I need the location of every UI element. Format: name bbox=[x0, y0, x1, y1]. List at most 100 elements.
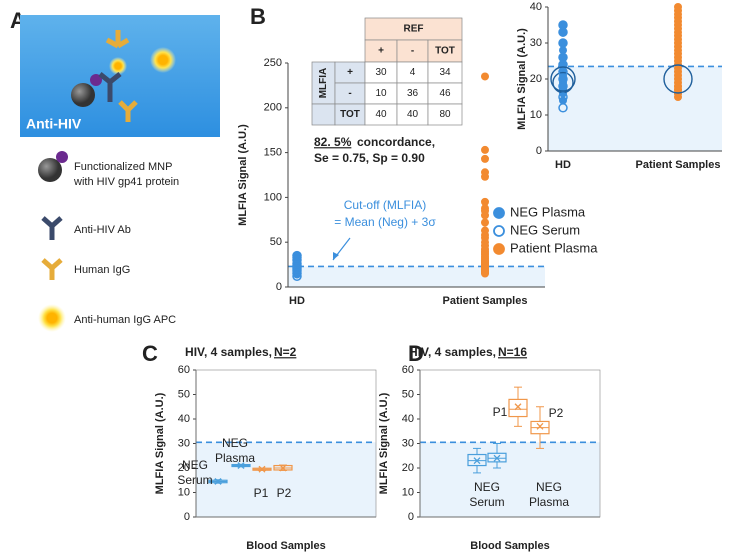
y-axis-label: MLFIA Signal (A.U.) bbox=[237, 124, 249, 226]
data-point bbox=[558, 59, 568, 70]
legend-label: Anti-HIV Ab bbox=[74, 224, 131, 236]
y-tick-label: 60 bbox=[178, 364, 190, 376]
data-point bbox=[558, 52, 568, 63]
mean-marker bbox=[536, 422, 544, 430]
chart-title: HIV, 4 samples, bbox=[185, 345, 272, 359]
y-tick-label: 10 bbox=[178, 486, 190, 498]
y-tick-label: 150 bbox=[264, 147, 282, 159]
table-text: - bbox=[411, 46, 414, 57]
table-text: + bbox=[347, 67, 353, 78]
data-point bbox=[481, 269, 489, 278]
y-tick-label: 60 bbox=[402, 364, 414, 376]
box-label: Plasma bbox=[529, 495, 569, 509]
box-label: P2 bbox=[549, 406, 564, 420]
box-label: NEG bbox=[474, 480, 500, 494]
below-cutoff-region bbox=[420, 442, 600, 517]
table-text: MLFIA bbox=[318, 68, 329, 99]
box-label: P1 bbox=[493, 405, 508, 419]
data-point bbox=[481, 218, 489, 227]
panel-label: C bbox=[142, 341, 158, 366]
data-point bbox=[292, 250, 302, 261]
icon-gp41 bbox=[56, 151, 68, 163]
legend-label: Human IgG bbox=[74, 264, 130, 276]
legend-marker bbox=[493, 207, 505, 219]
y-tick-label: 50 bbox=[270, 236, 282, 248]
legend-label: NEG Plasma bbox=[510, 204, 586, 219]
mean-marker bbox=[279, 464, 287, 472]
table-text: 40 bbox=[407, 109, 419, 120]
y-tick-label: 20 bbox=[530, 73, 542, 85]
data-point bbox=[674, 93, 682, 101]
box-label: NEG bbox=[222, 436, 248, 450]
concordance: 82. 5% bbox=[314, 135, 352, 149]
below-cutoff-region bbox=[548, 66, 722, 151]
x-axis-label: Blood Samples bbox=[246, 540, 325, 552]
icon-igg bbox=[41, 258, 63, 280]
mean-marker bbox=[514, 403, 522, 411]
table-text: - bbox=[348, 88, 351, 99]
table-text: 34 bbox=[439, 67, 451, 78]
chart-title-n: N=16 bbox=[498, 345, 527, 359]
data-point bbox=[558, 92, 568, 102]
y-tick-label: 0 bbox=[536, 145, 542, 157]
data-point bbox=[558, 38, 568, 48]
x-tick-label: Patient Samples bbox=[443, 295, 528, 307]
mean-marker bbox=[663, 64, 693, 94]
y-tick-label: 100 bbox=[264, 191, 282, 203]
mean-marker bbox=[237, 462, 245, 470]
data-point bbox=[292, 271, 302, 281]
concordance-text: concordance, bbox=[357, 135, 435, 149]
icon-antibody bbox=[41, 216, 63, 240]
y-tick-label: 200 bbox=[264, 102, 282, 114]
table-text: 36 bbox=[407, 88, 419, 99]
chart-title: HIV, 4 samples, bbox=[409, 345, 496, 359]
data-point bbox=[559, 39, 567, 47]
data-point bbox=[559, 28, 567, 37]
icon-mnp bbox=[38, 158, 62, 182]
y-tick-label: 0 bbox=[184, 511, 190, 523]
below-cutoff-region bbox=[288, 266, 545, 287]
x-tick-label: HD bbox=[555, 159, 571, 171]
table-cell bbox=[311, 103, 336, 126]
table-text: TOT bbox=[435, 46, 455, 57]
x-tick-label: HD bbox=[289, 295, 305, 307]
data-point bbox=[558, 81, 568, 91]
box-label: Serum bbox=[177, 473, 212, 487]
legend-label: with HIV gp41 protein bbox=[73, 176, 179, 188]
x-axis-label: Blood Samples bbox=[470, 540, 549, 552]
schematic-icons bbox=[71, 30, 176, 122]
box-label: Serum bbox=[469, 495, 504, 509]
data-point bbox=[481, 197, 489, 206]
data-point bbox=[559, 67, 567, 76]
data-point bbox=[292, 255, 302, 265]
box-label: P1 bbox=[254, 486, 269, 500]
y-tick-label: 40 bbox=[530, 1, 542, 13]
y-tick-label: 30 bbox=[402, 437, 414, 449]
y-tick-label: 0 bbox=[276, 281, 282, 293]
annotation: Cut-off (MLFIA) bbox=[344, 198, 426, 212]
table-text: + bbox=[378, 46, 384, 57]
data-point bbox=[558, 20, 568, 30]
table-text: REF bbox=[404, 24, 424, 35]
chart-title-n: N=2 bbox=[274, 345, 297, 359]
y-axis-label: MLFIA Signal (A.U.) bbox=[154, 392, 166, 494]
data-point bbox=[559, 46, 567, 55]
table-cell bbox=[427, 103, 463, 126]
table-text: TOT bbox=[340, 109, 360, 120]
table-text: 30 bbox=[375, 67, 387, 78]
legend-label: Functionalized MNP bbox=[74, 161, 172, 173]
icon-apc bbox=[38, 304, 66, 332]
annotation: = Mean (Neg) + 3σ bbox=[334, 215, 436, 229]
box-label: NEG bbox=[182, 458, 208, 472]
table-text: 10 bbox=[375, 88, 387, 99]
y-tick-label: 250 bbox=[264, 57, 282, 69]
y-axis-label: MLFIA Signal (A.U.) bbox=[516, 28, 528, 130]
y-tick-label: 20 bbox=[178, 462, 190, 474]
y-tick-label: 10 bbox=[402, 486, 414, 498]
data-point bbox=[481, 172, 489, 181]
panel-label: D bbox=[408, 341, 424, 366]
mean-marker bbox=[258, 465, 266, 473]
data-point bbox=[481, 145, 489, 154]
table-text: 80 bbox=[439, 109, 451, 120]
